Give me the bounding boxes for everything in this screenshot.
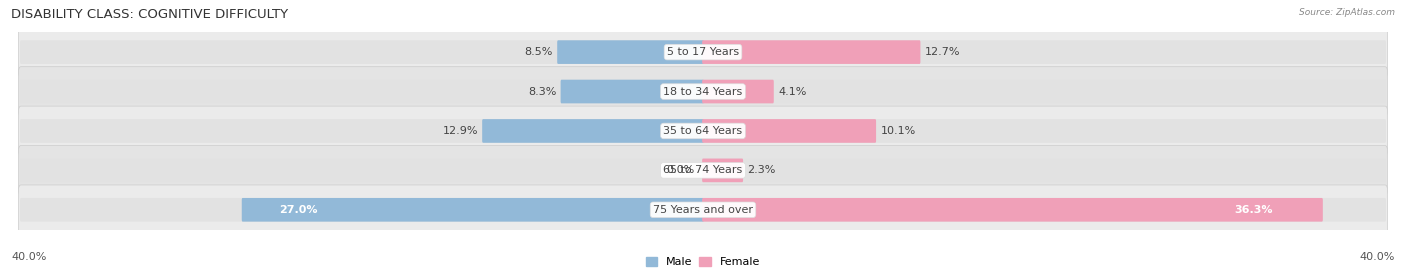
Text: 35 to 64 Years: 35 to 64 Years [664, 126, 742, 136]
Text: 0.0%: 0.0% [666, 165, 695, 176]
Text: 10.1%: 10.1% [880, 126, 915, 136]
FancyBboxPatch shape [18, 185, 1388, 235]
Text: 65 to 74 Years: 65 to 74 Years [664, 165, 742, 176]
FancyBboxPatch shape [702, 119, 876, 143]
FancyBboxPatch shape [20, 80, 1386, 103]
Text: 8.3%: 8.3% [527, 86, 557, 97]
Text: 40.0%: 40.0% [11, 252, 46, 262]
FancyBboxPatch shape [702, 158, 744, 182]
Text: 75 Years and over: 75 Years and over [652, 205, 754, 215]
FancyBboxPatch shape [20, 119, 1386, 143]
Text: 12.9%: 12.9% [443, 126, 478, 136]
FancyBboxPatch shape [702, 40, 921, 64]
Legend: Male, Female: Male, Female [647, 257, 759, 267]
FancyBboxPatch shape [702, 80, 773, 103]
Text: Source: ZipAtlas.com: Source: ZipAtlas.com [1299, 8, 1395, 17]
FancyBboxPatch shape [20, 198, 1386, 222]
FancyBboxPatch shape [18, 27, 1388, 77]
Text: 8.5%: 8.5% [524, 47, 553, 57]
FancyBboxPatch shape [20, 40, 1386, 64]
FancyBboxPatch shape [482, 119, 704, 143]
FancyBboxPatch shape [18, 146, 1388, 195]
Text: 27.0%: 27.0% [280, 205, 318, 215]
Text: 5 to 17 Years: 5 to 17 Years [666, 47, 740, 57]
Text: 4.1%: 4.1% [778, 86, 807, 97]
FancyBboxPatch shape [20, 158, 1386, 182]
FancyBboxPatch shape [557, 40, 704, 64]
Text: 12.7%: 12.7% [925, 47, 960, 57]
FancyBboxPatch shape [702, 198, 1323, 222]
Text: 40.0%: 40.0% [1360, 252, 1395, 262]
Text: 18 to 34 Years: 18 to 34 Years [664, 86, 742, 97]
Text: 2.3%: 2.3% [748, 165, 776, 176]
Text: DISABILITY CLASS: COGNITIVE DIFFICULTY: DISABILITY CLASS: COGNITIVE DIFFICULTY [11, 8, 288, 21]
FancyBboxPatch shape [18, 106, 1388, 156]
Text: 36.3%: 36.3% [1234, 205, 1272, 215]
FancyBboxPatch shape [242, 198, 704, 222]
FancyBboxPatch shape [561, 80, 704, 103]
FancyBboxPatch shape [18, 67, 1388, 116]
